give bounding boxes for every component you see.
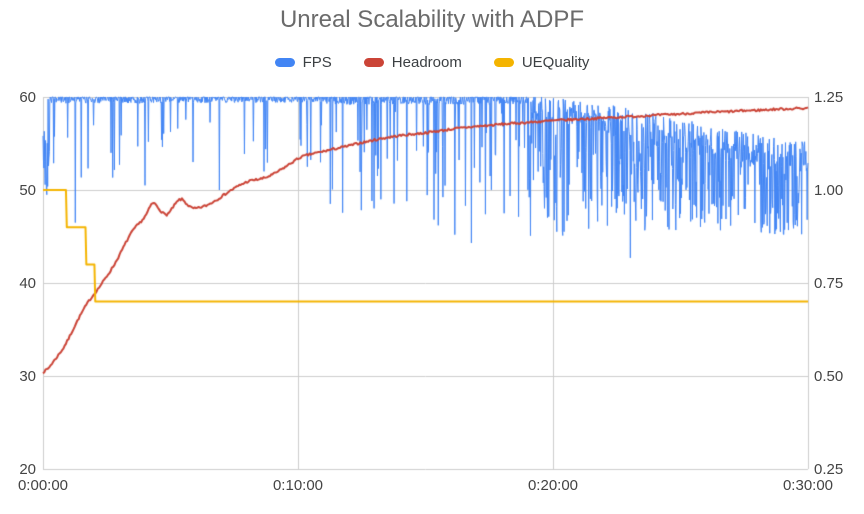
y-left-tick: 60 bbox=[19, 89, 36, 106]
x-axis-tick: 0:20:00 bbox=[527, 477, 579, 494]
y-left-tick: 40 bbox=[19, 275, 36, 292]
x-axis-tick: 0:30:00 bbox=[782, 477, 834, 494]
y-right-tick: 0.50 bbox=[814, 368, 844, 385]
y-left-tick: 50 bbox=[19, 182, 36, 199]
y-right-tick: 0.25 bbox=[814, 461, 844, 478]
x-axis-tick: 0:00:00 bbox=[17, 477, 69, 494]
y-left-tick: 20 bbox=[19, 461, 36, 478]
y-left-tick: 30 bbox=[19, 368, 36, 385]
y-right-tick: 1.00 bbox=[814, 182, 844, 199]
y-right-tick: 1.25 bbox=[814, 89, 844, 106]
y-right-tick: 0.75 bbox=[814, 275, 844, 292]
x-axis-tick: 0:10:00 bbox=[272, 477, 324, 494]
